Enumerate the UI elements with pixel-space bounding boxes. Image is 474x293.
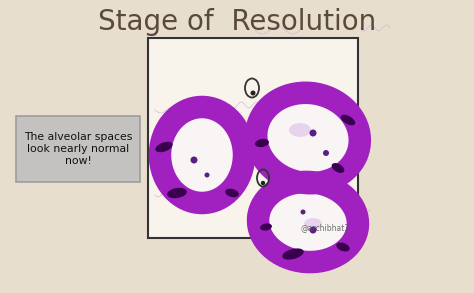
Ellipse shape xyxy=(262,185,355,259)
Text: @archibhat3: @archibhat3 xyxy=(301,224,350,233)
Ellipse shape xyxy=(283,248,304,260)
Ellipse shape xyxy=(336,243,350,251)
Ellipse shape xyxy=(155,142,173,152)
Text: The alveolar spaces
look nearly normal
now!: The alveolar spaces look nearly normal n… xyxy=(24,132,132,166)
Circle shape xyxy=(310,226,317,234)
Ellipse shape xyxy=(164,110,241,200)
Ellipse shape xyxy=(260,223,272,231)
Ellipse shape xyxy=(304,218,322,230)
Ellipse shape xyxy=(255,139,269,147)
Circle shape xyxy=(204,173,210,178)
Circle shape xyxy=(301,209,306,214)
Circle shape xyxy=(261,181,265,185)
Circle shape xyxy=(250,91,255,96)
Ellipse shape xyxy=(225,189,239,197)
Ellipse shape xyxy=(341,115,355,125)
Circle shape xyxy=(323,150,329,156)
Circle shape xyxy=(191,156,198,163)
Ellipse shape xyxy=(289,123,311,137)
Ellipse shape xyxy=(332,163,345,173)
Circle shape xyxy=(310,130,317,137)
FancyBboxPatch shape xyxy=(16,116,140,182)
Ellipse shape xyxy=(167,188,187,198)
Text: Stage of  Resolution: Stage of Resolution xyxy=(98,8,376,36)
Bar xyxy=(148,38,358,238)
Ellipse shape xyxy=(260,96,356,180)
